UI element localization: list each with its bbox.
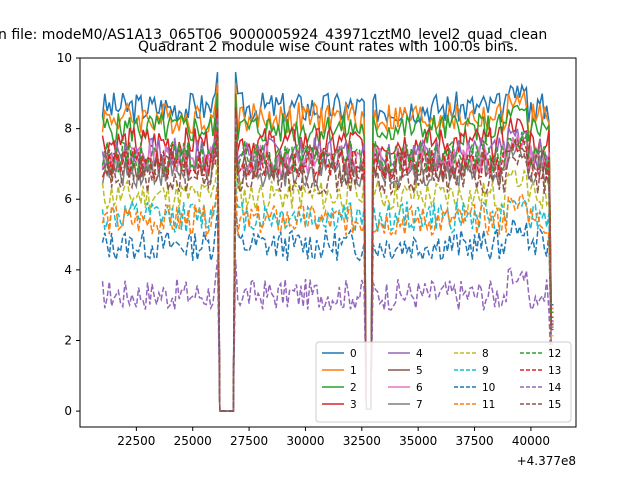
legend-label-2: 2 — [350, 382, 357, 394]
legend-label-9: 9 — [482, 365, 489, 377]
legend-label-11: 11 — [482, 399, 495, 411]
plot-frame — [79, 57, 577, 428]
legend-label-6: 6 — [416, 382, 423, 394]
x-axis: 22500 25000 27500 30000 32500 35000 37500 40000 — [117, 427, 550, 448]
legend-label-12: 12 — [548, 348, 561, 360]
x-tick-label: 27500 — [230, 434, 268, 448]
chart-title: Quadrant 2 module wise count rates with … — [138, 39, 518, 55]
legend-label-10: 10 — [482, 382, 495, 394]
legend-label-8: 8 — [482, 348, 489, 360]
x-tick-label: 22500 — [117, 434, 155, 448]
legend-label-5: 5 — [416, 365, 423, 377]
series-line-8 — [101, 160, 554, 412]
figure-suptitle: n file: modeM0/AS1A13_065T06_9000005924_… — [0, 27, 547, 43]
y-tick-label: 6 — [64, 192, 72, 206]
y-tick-label: 2 — [64, 333, 72, 347]
legend-label-0: 0 — [350, 348, 357, 360]
legend-label-1: 1 — [350, 365, 357, 377]
x-axis-offset-text: +4.377e8 — [517, 454, 576, 468]
legend-label-7: 7 — [416, 399, 423, 411]
x-tick-label: 40000 — [512, 434, 550, 448]
series-line-14 — [101, 259, 554, 412]
series-line-12 — [101, 121, 554, 412]
y-axis: 0 2 4 6 8 10 — [57, 51, 80, 418]
legend-box — [315, 341, 572, 423]
series-line-13 — [101, 128, 554, 412]
y-tick-label: 10 — [57, 51, 72, 65]
y-tick-label: 8 — [64, 122, 72, 136]
x-tick-label: 32500 — [343, 434, 381, 448]
y-tick-label: 0 — [64, 404, 72, 418]
legend-label-14: 14 — [548, 382, 562, 394]
x-tick-label: 30000 — [286, 434, 324, 448]
x-tick-label: 37500 — [455, 434, 493, 448]
series-layer — [101, 72, 554, 412]
x-tick-label: 35000 — [399, 434, 437, 448]
legend-label-3: 3 — [350, 399, 357, 411]
series-line-2 — [101, 93, 554, 412]
legend-label-4: 4 — [416, 348, 423, 360]
legend-label-13: 13 — [548, 365, 561, 377]
x-tick-label: 25000 — [174, 434, 212, 448]
series-line-10 — [101, 209, 554, 412]
y-tick-label: 4 — [64, 263, 72, 277]
legend-label-15: 15 — [548, 399, 561, 411]
series-line-11 — [101, 185, 554, 412]
series-line-0 — [101, 72, 554, 412]
